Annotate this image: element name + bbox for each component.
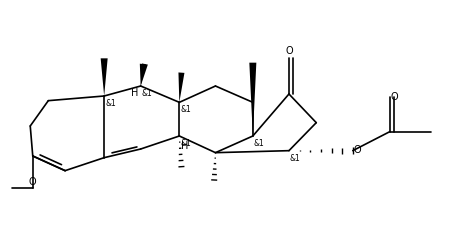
Text: H: H: [131, 88, 139, 98]
Text: &1: &1: [142, 89, 152, 98]
Text: O: O: [354, 145, 361, 155]
Text: O: O: [391, 92, 398, 102]
Polygon shape: [101, 58, 108, 96]
Text: &1: &1: [254, 139, 265, 148]
Text: &1: &1: [180, 105, 191, 114]
Polygon shape: [141, 64, 148, 86]
Polygon shape: [178, 73, 184, 102]
Text: H: H: [182, 141, 188, 151]
Text: O: O: [29, 177, 36, 187]
Text: &1: &1: [290, 154, 301, 163]
Text: &1: &1: [180, 139, 191, 148]
Polygon shape: [249, 63, 256, 136]
Text: &1: &1: [105, 99, 116, 108]
Text: O: O: [285, 46, 293, 56]
Polygon shape: [140, 64, 146, 86]
